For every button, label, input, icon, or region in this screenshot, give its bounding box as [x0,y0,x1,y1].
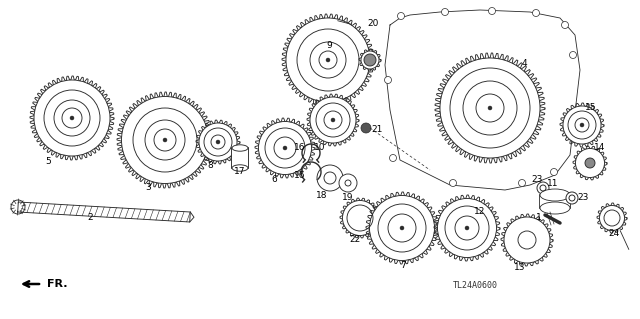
Text: 16: 16 [294,170,306,180]
Text: 15: 15 [585,103,596,113]
Text: 23: 23 [577,194,589,203]
Polygon shape [18,202,190,222]
Circle shape [317,165,343,191]
Circle shape [216,140,220,144]
Text: 5: 5 [45,158,51,167]
Circle shape [561,21,568,28]
Circle shape [70,116,74,120]
Circle shape [550,168,557,175]
Circle shape [465,226,469,230]
Ellipse shape [540,189,570,201]
Text: 10: 10 [314,144,326,152]
Circle shape [326,58,330,62]
Circle shape [339,174,357,192]
Circle shape [342,201,378,235]
Text: 3: 3 [145,183,151,192]
Circle shape [600,205,625,231]
Text: 16: 16 [294,144,306,152]
Text: 22: 22 [349,235,360,244]
Text: 20: 20 [367,19,379,27]
Circle shape [570,51,577,58]
Text: 24: 24 [609,228,620,238]
Text: 2: 2 [87,213,93,222]
Ellipse shape [232,165,248,171]
Text: 9: 9 [326,41,332,50]
Circle shape [504,217,550,263]
Circle shape [361,51,379,69]
Circle shape [310,97,356,143]
Circle shape [163,138,167,142]
Circle shape [488,8,495,14]
Circle shape [585,158,595,168]
Text: 23: 23 [531,175,543,184]
Text: 8: 8 [207,160,213,169]
Text: 14: 14 [595,144,605,152]
Circle shape [122,97,209,183]
Ellipse shape [540,202,570,214]
Text: 18: 18 [316,191,328,201]
Circle shape [488,106,492,110]
FancyBboxPatch shape [540,195,570,209]
Circle shape [442,9,449,16]
Text: 4: 4 [521,58,527,68]
Circle shape [283,146,287,150]
Circle shape [397,12,404,19]
Ellipse shape [232,145,248,151]
Circle shape [34,80,110,156]
Circle shape [400,226,404,230]
Text: 7: 7 [400,261,406,270]
Circle shape [532,10,540,17]
Circle shape [438,198,497,257]
Circle shape [369,196,435,261]
Circle shape [575,149,605,177]
Text: 1: 1 [536,213,542,222]
Text: 11: 11 [547,180,559,189]
Text: TL24A0600: TL24A0600 [453,281,498,291]
Circle shape [449,180,456,187]
Circle shape [566,192,578,204]
Circle shape [390,154,397,161]
Circle shape [580,123,584,127]
Circle shape [199,123,237,161]
Text: FR.: FR. [47,279,67,289]
Text: 21: 21 [371,125,383,135]
Text: 6: 6 [271,175,277,184]
Circle shape [361,123,371,133]
Circle shape [440,58,540,158]
Circle shape [364,54,376,66]
Circle shape [563,106,601,144]
Circle shape [518,180,525,187]
Text: 17: 17 [234,167,246,176]
Circle shape [259,122,312,174]
Text: 12: 12 [474,207,486,217]
Text: 13: 13 [515,263,525,272]
FancyBboxPatch shape [232,147,248,168]
Circle shape [286,18,370,102]
Circle shape [385,77,392,84]
Text: 19: 19 [342,194,354,203]
Circle shape [537,182,549,194]
Circle shape [331,118,335,122]
